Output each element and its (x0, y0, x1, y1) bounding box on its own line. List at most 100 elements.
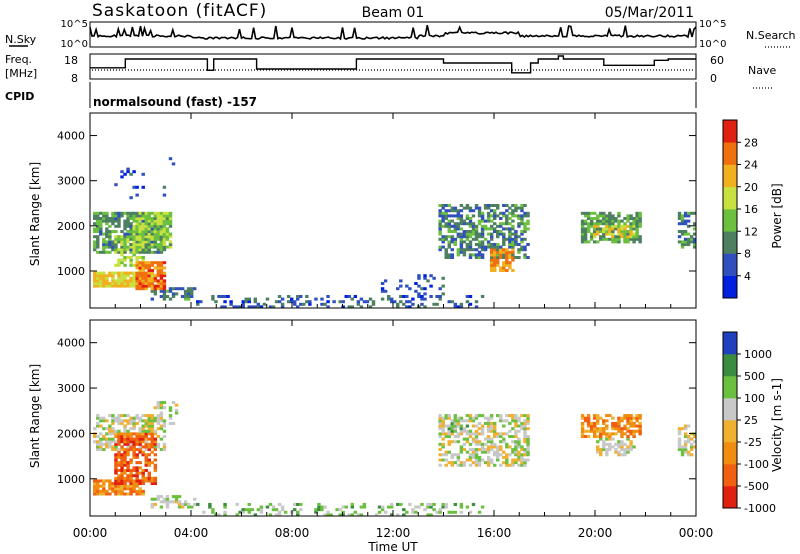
data-cell (583, 416, 588, 420)
data-cell (635, 237, 639, 241)
data-cell (444, 222, 448, 226)
data-cell (135, 224, 139, 228)
data-cell (596, 232, 600, 236)
data-cell (168, 222, 173, 226)
data-cell (108, 284, 112, 288)
cpid-value: normalsound (fast) -157 (93, 95, 257, 109)
data-cell (583, 237, 588, 241)
data-cell (150, 243, 155, 246)
data-cell (514, 416, 518, 420)
data-cell (144, 243, 148, 246)
data-cell (126, 448, 130, 452)
data-cell (120, 279, 124, 283)
data-cell (126, 434, 130, 438)
data-cell (108, 282, 112, 285)
data-cell (689, 240, 694, 244)
data-cell (514, 204, 518, 207)
data-cell (444, 416, 448, 420)
data-cell (517, 416, 521, 420)
data-cell (614, 240, 618, 244)
data-cell (147, 474, 151, 478)
data-cell (438, 424, 442, 428)
data-cell (523, 437, 527, 441)
data-cell (138, 492, 142, 496)
data-cell (323, 513, 327, 517)
data-cell (508, 245, 512, 249)
data-cell (492, 261, 497, 265)
data-cell (462, 461, 467, 465)
data-cell (280, 508, 285, 512)
data-cell (105, 442, 109, 446)
data-cell (480, 227, 485, 231)
colorbar-swatch (723, 275, 737, 299)
data-cell (135, 274, 139, 278)
y-tick-label: 3000 (57, 175, 85, 188)
data-cell (93, 487, 97, 491)
data-cell (580, 230, 585, 233)
data-cell (486, 437, 491, 441)
data-cell (526, 214, 530, 218)
data-cell (399, 295, 403, 298)
data-cell (138, 230, 142, 233)
data-cell (165, 500, 170, 504)
data-cell (120, 258, 124, 262)
data-cell (438, 211, 442, 215)
data-cell (608, 437, 612, 441)
data-cell (244, 508, 248, 512)
data-cell (596, 419, 600, 423)
data-cell (108, 274, 112, 278)
data-cell (135, 227, 139, 231)
data-cell (159, 401, 164, 405)
data-cell (96, 440, 100, 444)
data-cell (389, 513, 394, 517)
data-cell (126, 463, 130, 467)
data-cell (444, 458, 448, 462)
data-cell (129, 471, 133, 475)
data-cell (156, 222, 161, 226)
data-cell (511, 237, 515, 241)
data-cell (599, 416, 603, 420)
data-cell (447, 214, 451, 218)
data-cell (135, 214, 139, 218)
data-cell (474, 232, 479, 236)
data-cell (423, 305, 427, 309)
data-cell (486, 227, 491, 231)
data-cell (474, 437, 479, 441)
data-cell (441, 419, 445, 423)
data-cell (592, 429, 597, 433)
data-cell (129, 224, 133, 228)
data-cell (159, 411, 164, 415)
data-cell (93, 214, 97, 218)
data-cell (162, 240, 167, 244)
data-cell (126, 170, 130, 174)
data-cell (520, 217, 524, 220)
data-cell (153, 214, 158, 218)
data-cell (405, 305, 409, 309)
data-cell (159, 500, 164, 504)
data-cell (502, 432, 506, 436)
data-cell (135, 256, 139, 259)
data-cell (120, 421, 124, 425)
data-cell (438, 232, 442, 236)
data-cell (583, 235, 588, 239)
data-cell (483, 224, 488, 228)
data-cell (483, 237, 488, 241)
data-cell (135, 421, 139, 425)
data-cell (523, 453, 527, 457)
data-cell (441, 245, 445, 249)
colorbar-tick-label: 25 (744, 414, 758, 427)
data-cell (159, 495, 164, 499)
data-cell (120, 235, 124, 239)
data-cell (689, 453, 694, 457)
data-cell (477, 211, 482, 215)
data-cell (474, 305, 479, 309)
data-cell (320, 302, 324, 306)
data-cell (505, 445, 509, 449)
data-cell (338, 508, 342, 512)
data-cell (108, 237, 112, 241)
data-cell (635, 214, 639, 218)
data-cell (505, 261, 509, 265)
data-cell (477, 222, 482, 226)
data-cell (123, 248, 127, 252)
data-cell (480, 429, 485, 433)
